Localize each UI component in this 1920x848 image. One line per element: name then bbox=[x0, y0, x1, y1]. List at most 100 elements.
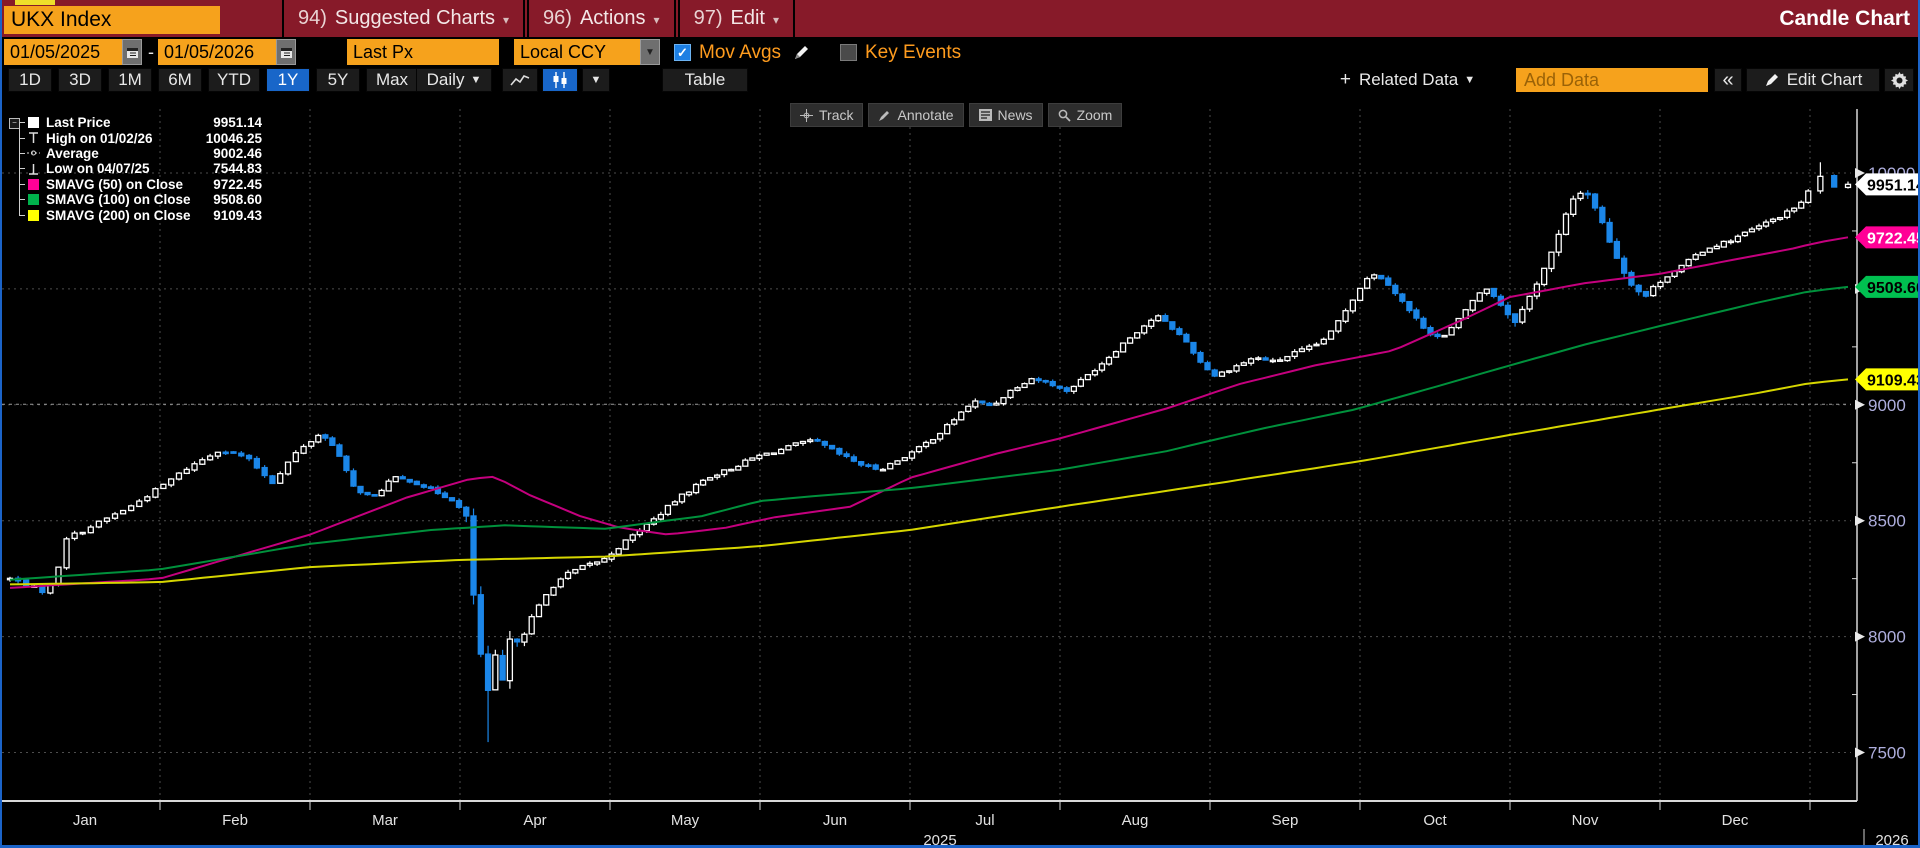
date-to-calendar-button[interactable] bbox=[276, 39, 296, 65]
candle-body bbox=[1042, 379, 1049, 383]
candle-body bbox=[214, 451, 222, 457]
candle-body bbox=[1335, 320, 1342, 332]
candle-body bbox=[901, 457, 908, 462]
chart-type-dropdown-button[interactable]: ▼ bbox=[582, 68, 610, 92]
chevron-down-icon: ▾ bbox=[653, 13, 660, 27]
candle-body bbox=[1276, 359, 1284, 362]
annotate-pencil-icon bbox=[879, 110, 890, 121]
key-events-label: Key Events bbox=[865, 42, 962, 63]
legend-row-4[interactable]: Low on 04/07/25 7544.83 bbox=[10, 161, 262, 176]
legend-row-5[interactable]: SMAVG (50) on Close 9722.45 bbox=[10, 177, 262, 192]
date-to-field[interactable]: 01/05/2026 bbox=[158, 39, 276, 65]
add-data-input[interactable]: Add Data bbox=[1516, 68, 1708, 92]
news-button[interactable]: News bbox=[968, 103, 1043, 127]
candle-body bbox=[1091, 370, 1099, 376]
month-label: Jan bbox=[73, 812, 97, 829]
candle-body bbox=[1831, 175, 1838, 188]
edit-chart-button[interactable]: Edit Chart bbox=[1746, 68, 1880, 92]
candle-body bbox=[1762, 221, 1770, 227]
range-tab-5y[interactable]: 5Y bbox=[316, 68, 360, 92]
date-from-field[interactable]: 01/05/2025 bbox=[4, 39, 122, 65]
candle-body bbox=[601, 557, 608, 563]
security-ticker-field[interactable]: UKX Index bbox=[4, 6, 220, 34]
candle-body bbox=[1262, 357, 1269, 361]
candle-body bbox=[413, 480, 420, 486]
track-button[interactable]: Track bbox=[790, 103, 864, 127]
candle-body bbox=[1356, 287, 1364, 302]
candle-chart-type-button[interactable] bbox=[542, 68, 578, 92]
mov-avgs-checkbox[interactable]: ✓ bbox=[674, 44, 691, 61]
candle-body bbox=[1247, 358, 1255, 364]
candle-body bbox=[1713, 245, 1720, 250]
range-tab-ytd[interactable]: YTD bbox=[208, 68, 260, 92]
currency-dropdown-button[interactable]: ▼ bbox=[640, 39, 660, 65]
candle-body bbox=[1007, 389, 1014, 399]
candle-body bbox=[1371, 274, 1378, 279]
price-axis-tag bbox=[1855, 275, 1918, 298]
candle-body bbox=[756, 454, 763, 460]
candle-body bbox=[1119, 342, 1127, 353]
calendar-icon bbox=[280, 47, 292, 58]
y-axis-label: 9000 bbox=[1868, 396, 1906, 415]
candle-body bbox=[1291, 351, 1298, 358]
range-tab-6m[interactable]: 6M bbox=[158, 68, 202, 92]
high-marker-icon bbox=[29, 132, 38, 144]
range-tab-3d[interactable]: 3D bbox=[58, 68, 102, 92]
legend-swatch bbox=[28, 209, 39, 221]
candle-body bbox=[1483, 288, 1490, 295]
line-chart-type-button[interactable] bbox=[502, 68, 538, 92]
table-button[interactable]: Table bbox=[662, 68, 748, 92]
candle-chart-plot[interactable]: 7500800085009000950010000JanFebMarAprMay… bbox=[2, 93, 1920, 848]
candle-body bbox=[1049, 380, 1056, 387]
candle-body bbox=[763, 452, 770, 456]
candle-body bbox=[1599, 206, 1606, 224]
period-dropdown[interactable]: Daily ▼ bbox=[416, 68, 492, 92]
range-tab-max[interactable]: Max bbox=[366, 68, 418, 92]
range-tab-1m[interactable]: 1M bbox=[108, 68, 152, 92]
legend-row-2[interactable]: High on 01/02/26 10046.25 bbox=[10, 130, 262, 146]
currency-select[interactable]: Local CCY bbox=[514, 39, 640, 65]
low-marker-icon bbox=[29, 163, 38, 175]
smavg-line bbox=[9, 236, 1849, 589]
range-tab-1y[interactable]: 1Y bbox=[266, 68, 310, 92]
price-field-select[interactable]: Last Px bbox=[347, 39, 499, 65]
legend-swatch bbox=[28, 178, 39, 190]
edit-mov-avgs-pencil-icon[interactable] bbox=[792, 43, 811, 62]
collapse-panel-button[interactable]: « bbox=[1714, 68, 1742, 92]
candle-body bbox=[269, 475, 276, 485]
year-label-2025: 2025 bbox=[923, 832, 956, 848]
legend-row-3[interactable]: Average 9002.46 bbox=[10, 146, 262, 161]
key-events-checkbox[interactable] bbox=[840, 44, 857, 61]
month-label: Jun bbox=[823, 812, 847, 829]
zoom-button[interactable]: Zoom bbox=[1047, 103, 1123, 127]
menu-bar: 94) Suggested Charts ▾ 96) Actions ▾ 97) Edit ▾ bbox=[282, 0, 797, 37]
candle-body bbox=[1727, 240, 1734, 244]
control-bar: 01/05/2025 - 01/05/2026 Last Px Local CC… bbox=[2, 37, 1918, 67]
candle-body bbox=[1284, 355, 1291, 362]
menu-actions[interactable]: 96) Actions ▾ bbox=[527, 0, 676, 37]
chart-legend[interactable]: − Last Price 9951.14 High on 01/02/26 10046… bbox=[9, 115, 262, 223]
candle-body bbox=[572, 568, 579, 574]
candle-body bbox=[136, 500, 143, 508]
legend-row-6[interactable]: SMAVG (100) on Close 9508.60 bbox=[10, 192, 262, 207]
menu-edit[interactable]: 97) Edit ▾ bbox=[677, 0, 795, 37]
settings-button[interactable] bbox=[1884, 68, 1914, 92]
candle-body bbox=[814, 439, 821, 442]
legend-row-1[interactable]: Last Price 9951.14 bbox=[10, 115, 262, 130]
candle-body bbox=[678, 493, 686, 503]
candle-body bbox=[191, 463, 198, 471]
legend-row-7[interactable]: SMAVG (200) on Close 9109.43 bbox=[10, 207, 262, 223]
date-from-calendar-button[interactable] bbox=[122, 39, 142, 65]
candle-body bbox=[427, 486, 435, 489]
candle-body bbox=[564, 571, 572, 580]
candle-body bbox=[1126, 337, 1134, 344]
candle-body bbox=[1570, 198, 1577, 216]
related-data-button[interactable]: + Related Data ▼ bbox=[1324, 68, 1491, 92]
chevron-down-icon: ▾ bbox=[772, 13, 779, 27]
annotate-button[interactable]: Annotate bbox=[868, 103, 964, 127]
menu-suggested-charts[interactable]: 94) Suggested Charts ▾ bbox=[282, 0, 526, 37]
price-axis-tag-value: 9722.45 bbox=[1867, 230, 1920, 247]
range-tab-1d[interactable]: 1D bbox=[8, 68, 52, 92]
candle-body bbox=[1562, 213, 1570, 236]
candle-body bbox=[951, 419, 958, 425]
